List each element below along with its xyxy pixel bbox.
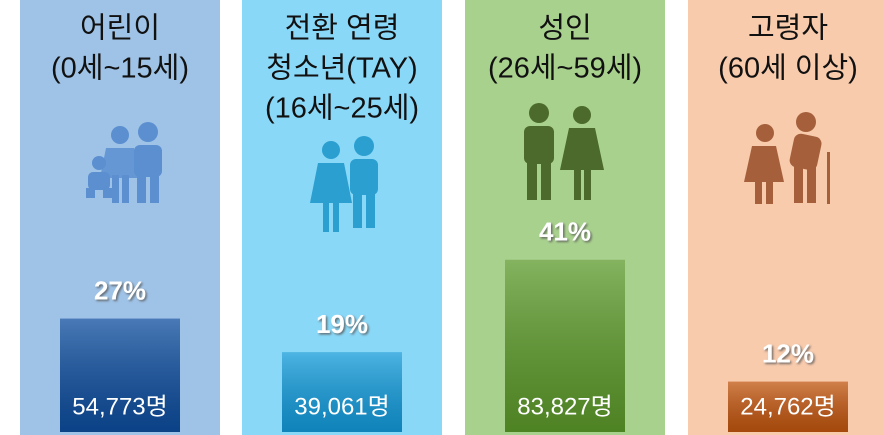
category-label: 성인 — [538, 13, 591, 45]
icon-elderly — [744, 112, 830, 204]
panel — [688, 0, 884, 435]
category-label: (0세~15세) — [51, 53, 189, 85]
icon-children — [86, 122, 162, 203]
count-label: 54,773명 — [72, 393, 168, 420]
category-label: (26세~59세) — [488, 53, 642, 85]
bar-shade — [60, 318, 180, 432]
count-label: 83,827명 — [517, 393, 613, 420]
category-label: 어린이 — [80, 13, 160, 45]
bar-shade — [505, 259, 625, 432]
category-label: 전환 연령 — [285, 13, 400, 45]
bar-shade — [728, 381, 848, 432]
percent-label: 41% — [539, 217, 591, 247]
percent-label: 27% — [94, 275, 146, 305]
count-label: 39,061명 — [294, 393, 390, 420]
icon-adults — [524, 103, 604, 200]
category-label: (16세~25세) — [265, 93, 419, 125]
category-label: 청소년(TAY) — [266, 53, 417, 85]
category-label: (60세 이상) — [718, 53, 858, 85]
category-label: 고령자 — [748, 13, 828, 45]
percent-label: 12% — [762, 338, 814, 368]
percent-label: 19% — [316, 309, 368, 339]
bar-shade — [282, 352, 402, 432]
count-label: 24,762명 — [740, 393, 836, 420]
icon-young-adults — [310, 136, 378, 232]
